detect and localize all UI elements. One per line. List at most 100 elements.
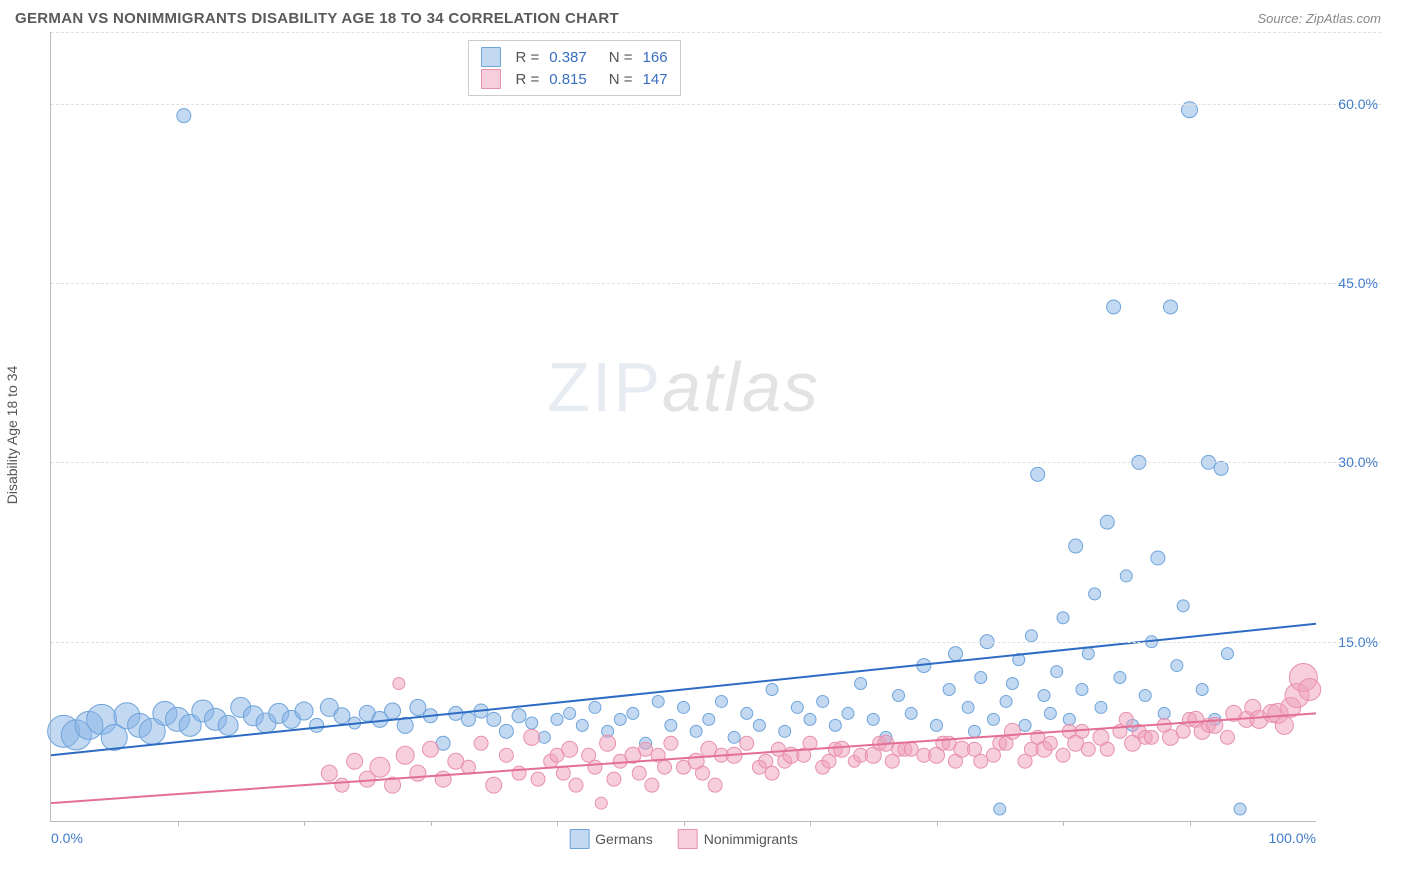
data-point	[658, 760, 672, 774]
data-point	[867, 713, 879, 725]
data-point	[1081, 742, 1095, 756]
data-point	[1031, 467, 1045, 481]
data-point	[1057, 612, 1069, 624]
data-point	[1100, 742, 1114, 756]
stat-r-label: R =	[515, 49, 539, 66]
scatter-svg	[51, 32, 1316, 821]
data-point	[564, 707, 576, 719]
data-point	[728, 731, 740, 743]
data-point	[1038, 689, 1050, 701]
data-point	[1171, 660, 1183, 672]
data-point	[1196, 684, 1208, 696]
x-tick-mark	[557, 821, 558, 826]
data-point	[1177, 600, 1189, 612]
x-tick-mark	[810, 821, 811, 826]
data-point	[474, 736, 488, 750]
data-point	[1063, 713, 1075, 725]
data-point	[1151, 551, 1165, 565]
data-point	[576, 719, 588, 731]
data-point	[665, 719, 677, 731]
data-point	[1019, 719, 1031, 731]
data-point	[435, 771, 451, 787]
data-point	[690, 725, 702, 737]
data-point	[1221, 648, 1233, 660]
legend-label: Germans	[595, 831, 653, 847]
data-point	[1214, 461, 1228, 475]
gridline	[51, 104, 1381, 105]
data-point	[842, 707, 854, 719]
stat-n-label: N =	[609, 49, 633, 66]
legend-label: Nonimmigrants	[704, 831, 798, 847]
stat-n-label: N =	[609, 71, 633, 88]
data-point	[987, 713, 999, 725]
data-point	[639, 742, 653, 756]
data-point	[695, 766, 709, 780]
data-point	[461, 712, 475, 726]
data-point	[1044, 707, 1056, 719]
data-point	[652, 695, 664, 707]
data-point	[1100, 515, 1114, 529]
data-point	[600, 735, 616, 751]
data-point	[1025, 630, 1037, 642]
data-point	[766, 684, 778, 696]
stats-legend-box: R = 0.387 N = 166 R = 0.815 N = 147	[468, 40, 680, 96]
data-point	[614, 713, 626, 725]
data-point	[829, 719, 841, 731]
x-tick-mark	[178, 821, 179, 826]
data-point	[948, 647, 962, 661]
data-point	[627, 707, 639, 719]
data-point	[1069, 539, 1083, 553]
gridline	[51, 642, 1381, 643]
data-point	[1006, 678, 1018, 690]
data-point	[1275, 716, 1293, 734]
data-point	[715, 695, 727, 707]
data-point	[678, 701, 690, 713]
x-tick-mark	[1063, 821, 1064, 826]
data-point	[968, 725, 980, 737]
legend-item: Nonimmigrants	[678, 829, 798, 849]
y-tick-label: 60.0%	[1338, 96, 1378, 112]
data-point	[1164, 300, 1178, 314]
data-point	[893, 689, 905, 701]
data-point	[526, 717, 538, 729]
data-point	[562, 741, 578, 757]
plot-region: ZIPatlas R = 0.387 N = 166 R = 0.815 N =…	[50, 32, 1316, 822]
data-point	[1004, 723, 1020, 739]
x-tick-mark	[431, 821, 432, 826]
data-point	[335, 778, 349, 792]
data-point	[817, 695, 829, 707]
data-point	[1095, 701, 1107, 713]
data-point	[321, 765, 337, 781]
data-point	[994, 803, 1006, 815]
chart-title: GERMAN VS NONIMMIGRANTS DISABILITY AGE 1…	[15, 10, 619, 27]
gridline	[51, 283, 1381, 284]
y-tick-label: 45.0%	[1338, 275, 1378, 291]
data-point	[370, 757, 390, 777]
data-point	[1076, 684, 1088, 696]
data-point	[512, 766, 526, 780]
data-point	[396, 746, 414, 764]
data-point	[1234, 803, 1246, 815]
data-point	[740, 736, 754, 750]
data-point	[1089, 588, 1101, 600]
data-point	[569, 778, 583, 792]
data-point	[310, 718, 324, 732]
data-point	[931, 719, 943, 731]
data-point	[423, 741, 439, 757]
x-tick-mark	[684, 821, 685, 826]
data-point	[1145, 730, 1159, 744]
stat-n-value: 166	[643, 49, 668, 66]
data-point	[974, 754, 988, 768]
stat-n-value: 147	[643, 71, 668, 88]
data-point	[779, 725, 791, 737]
data-point	[1043, 736, 1057, 750]
series-legend: Germans Nonimmigrants	[569, 829, 798, 849]
data-point	[551, 713, 563, 725]
data-point	[1158, 707, 1170, 719]
y-axis-label: Disability Age 18 to 34	[4, 366, 20, 505]
data-point	[1220, 730, 1234, 744]
trend-line	[51, 713, 1316, 803]
legend-swatch	[569, 829, 589, 849]
data-point	[410, 765, 426, 781]
data-point	[962, 701, 974, 713]
